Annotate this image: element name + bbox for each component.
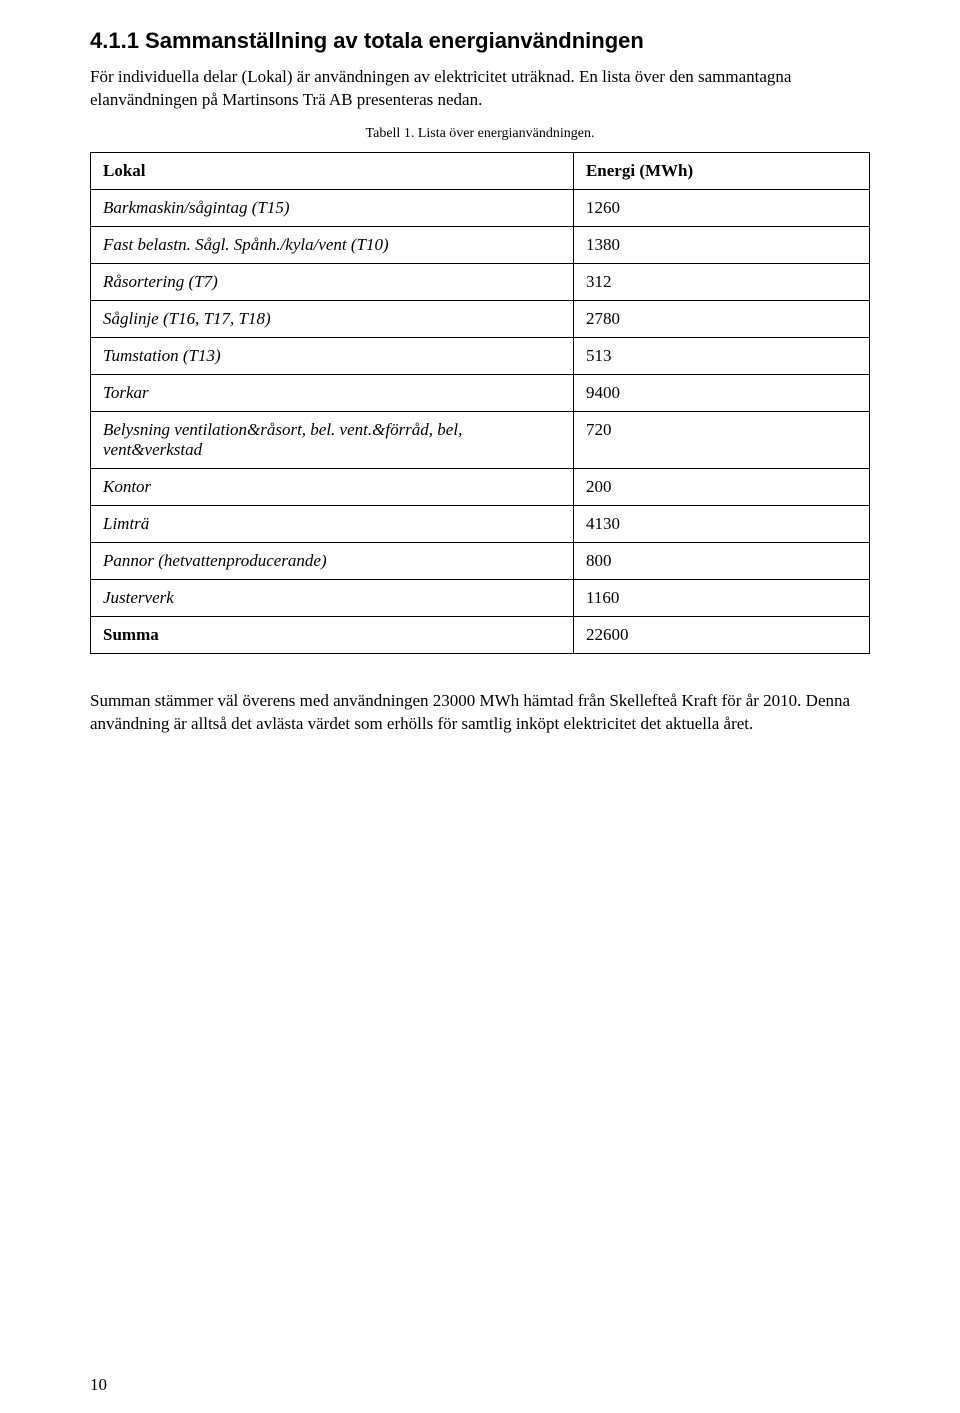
table-row: Justerverk 1160: [91, 579, 870, 616]
row-value: 9400: [573, 374, 869, 411]
energy-table: Lokal Energi (MWh) Barkmaskin/sågintag (…: [90, 152, 870, 654]
table-row: Pannor (hetvattenproducerande) 800: [91, 542, 870, 579]
row-label: Pannor (hetvattenproducerande): [91, 542, 574, 579]
page-number: 10: [90, 1375, 107, 1395]
table-body: Barkmaskin/sågintag (T15) 1260 Fast bela…: [91, 189, 870, 653]
row-value: 1260: [573, 189, 869, 226]
row-label: Tumstation (T13): [91, 337, 574, 374]
row-label: Belysning ventilation&råsort, bel. vent.…: [91, 411, 574, 468]
row-value: 2780: [573, 300, 869, 337]
row-label: Råsortering (T7): [91, 263, 574, 300]
intro-paragraph: För individuella delar (Lokal) är använd…: [90, 66, 870, 112]
row-value: 800: [573, 542, 869, 579]
table-row: Barkmaskin/sågintag (T15) 1260: [91, 189, 870, 226]
table-row: Belysning ventilation&råsort, bel. vent.…: [91, 411, 870, 468]
footnote-paragraph: Summan stämmer väl överens med användnin…: [90, 690, 870, 736]
row-value: 200: [573, 468, 869, 505]
row-label: Fast belastn. Sågl. Spånh./kyla/vent (T1…: [91, 226, 574, 263]
table-row: Tumstation (T13) 513: [91, 337, 870, 374]
row-label: Torkar: [91, 374, 574, 411]
row-label: Justerverk: [91, 579, 574, 616]
table-row: Såglinje (T16, T17, T18) 2780: [91, 300, 870, 337]
page: 4.1.1 Sammanställning av totala energian…: [0, 0, 960, 1413]
table-row: Fast belastn. Sågl. Spånh./kyla/vent (T1…: [91, 226, 870, 263]
row-value: 22600: [573, 616, 869, 653]
row-value: 4130: [573, 505, 869, 542]
row-value: 513: [573, 337, 869, 374]
row-label: Limträ: [91, 505, 574, 542]
row-label: Kontor: [91, 468, 574, 505]
table-row-summa: Summa 22600: [91, 616, 870, 653]
table-caption: Tabell 1. Lista över energianvändningen.: [90, 126, 870, 142]
table-row: Torkar 9400: [91, 374, 870, 411]
header-lokal: Lokal: [91, 152, 574, 189]
section-heading: 4.1.1 Sammanställning av totala energian…: [90, 28, 870, 54]
header-energi: Energi (MWh): [573, 152, 869, 189]
row-label: Barkmaskin/sågintag (T15): [91, 189, 574, 226]
table-row: Råsortering (T7) 312: [91, 263, 870, 300]
table-row: Limträ 4130: [91, 505, 870, 542]
row-value: 1380: [573, 226, 869, 263]
row-value: 1160: [573, 579, 869, 616]
row-value: 312: [573, 263, 869, 300]
row-label: Summa: [91, 616, 574, 653]
row-label: Såglinje (T16, T17, T18): [91, 300, 574, 337]
table-header-row: Lokal Energi (MWh): [91, 152, 870, 189]
table-row: Kontor 200: [91, 468, 870, 505]
row-value: 720: [573, 411, 869, 468]
